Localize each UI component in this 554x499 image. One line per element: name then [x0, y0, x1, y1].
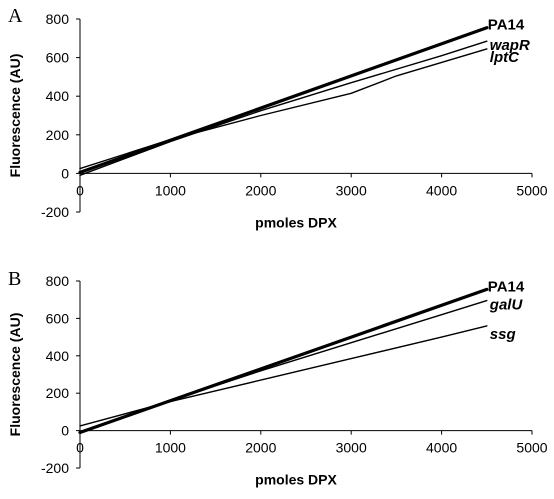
chart-a-y-tick-label: 200 — [46, 127, 70, 143]
chart-b-y-axis-title: Fluorescence (AU) — [7, 313, 23, 437]
chart-b-svg: B -200 0 200 400 600 800 0 1000 2000 3000 4000 5000 p… — [7, 268, 548, 488]
chart-b-series-label-ssg: ssg — [490, 326, 516, 343]
chart-a-svg: A -200 0 200 400 600 800 0 1000 2000 3000 4000 5000 p… — [7, 5, 548, 230]
chart-b-x-tick-label: 3000 — [336, 440, 367, 456]
chart-b-x-tick-label: 0 — [76, 440, 84, 456]
chart-b-series-label-galu: galU — [489, 297, 524, 314]
chart-a-y-axis-title: Fluorescence (AU) — [7, 54, 23, 178]
chart-b-series-label-pa14: PA14 — [488, 278, 525, 295]
chart-b-x-axis-title: pmoles DPX — [255, 472, 337, 488]
chart-b-y-tick-label: -200 — [41, 460, 69, 476]
chart-a-y-tick-label: 600 — [46, 50, 70, 66]
chart-a-series-label-lptc: lptC — [490, 49, 520, 66]
chart-a-x-tick-label: 1000 — [155, 182, 186, 198]
chart-b-y-tick-label: 800 — [46, 273, 70, 289]
chart-b-panel-letter: B — [8, 268, 21, 290]
chart-a-x-tick-label: 4000 — [426, 182, 457, 198]
chart-a-x-tick-label: 3000 — [336, 182, 367, 198]
chart-a-y-tick-label: 800 — [46, 11, 70, 27]
chart-a-series-line-pa14 — [78, 26, 489, 174]
chart-b-x-tick-label: 5000 — [516, 440, 547, 456]
chart-a-x-tick-label: 5000 — [516, 182, 547, 198]
chart-b-y-tick-label: 200 — [46, 385, 70, 401]
chart-a-series-line-wapr — [79, 40, 488, 177]
chart-b-series-line-ssg — [79, 325, 488, 427]
chart-b-y-tick-label: 0 — [61, 423, 69, 439]
chart-a-y-tick-label: -200 — [41, 204, 69, 220]
chart-a-series-label-pa14: PA14 — [488, 17, 525, 34]
chart-a-y-tick-label: 400 — [46, 88, 70, 104]
chart-a-series-label-wapr: wapR — [490, 37, 530, 54]
chart-b-x-tick-label: 4000 — [426, 440, 457, 456]
chart-a-x-axis-title: pmoles DPX — [255, 214, 337, 230]
chart-panel-a: A -200 0 200 400 600 800 0 1000 2000 3000 4000 5000 p… — [7, 5, 548, 230]
chart-b-y-tick-label: 400 — [46, 348, 70, 364]
chart-a-y-tick-label: 0 — [61, 165, 69, 181]
chart-b-y-tick-label: 600 — [46, 310, 70, 326]
chart-b-x-tick-label: 2000 — [245, 440, 276, 456]
chart-a-x-tick-label: 2000 — [245, 182, 276, 198]
chart-a-x-tick-label: 0 — [76, 182, 84, 198]
chart-a-series-line-lptc — [79, 48, 488, 170]
chart-panel-b: B -200 0 200 400 600 800 0 1000 2000 3000 4000 5000 p… — [0, 249, 554, 499]
chart-a-panel-letter: A — [8, 5, 23, 27]
chart-b-x-tick-label: 1000 — [155, 440, 186, 456]
